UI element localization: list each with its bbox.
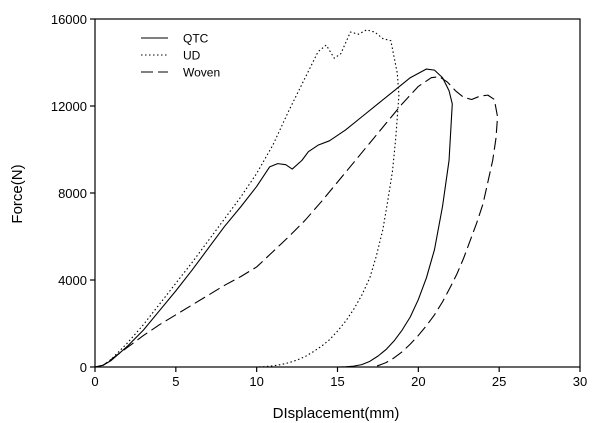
x-axis-title: DIsplacement(mm) [273,405,400,422]
y-axis-ticks: 0 4000 8000 12000 16000 [51,12,95,375]
legend-label-qtc: QTC [183,32,209,46]
x-tick-label: 0 [91,374,98,389]
x-tick-label: 20 [411,374,425,389]
x-tick-label: 15 [330,374,344,389]
series-line-qtc [94,68,453,368]
series-layer [94,29,499,368]
series-line-ud [94,29,400,368]
legend: QTC UD Woven [141,32,220,80]
y-tick-label: 12000 [51,99,87,114]
x-axis-ticks: 0 5 10 15 20 25 30 [91,367,587,389]
y-tick-label: 0 [80,360,87,375]
legend-label-ud: UD [183,49,201,63]
legend-label-woven: Woven [183,66,220,80]
x-tick-label: 25 [492,374,506,389]
x-tick-label: 5 [172,374,179,389]
x-tick-label: 30 [573,374,587,389]
plot-area: 0 5 10 15 20 25 30 0 4000 8000 12000 16000 [51,12,587,389]
y-axis-title: Force(N) [9,164,26,223]
y-tick-label: 4000 [58,273,87,288]
y-tick-label: 16000 [51,12,87,27]
x-tick-label: 10 [249,374,263,389]
y-tick-label: 8000 [58,186,87,201]
series-line-woven [94,76,499,368]
plot-frame [94,18,581,368]
